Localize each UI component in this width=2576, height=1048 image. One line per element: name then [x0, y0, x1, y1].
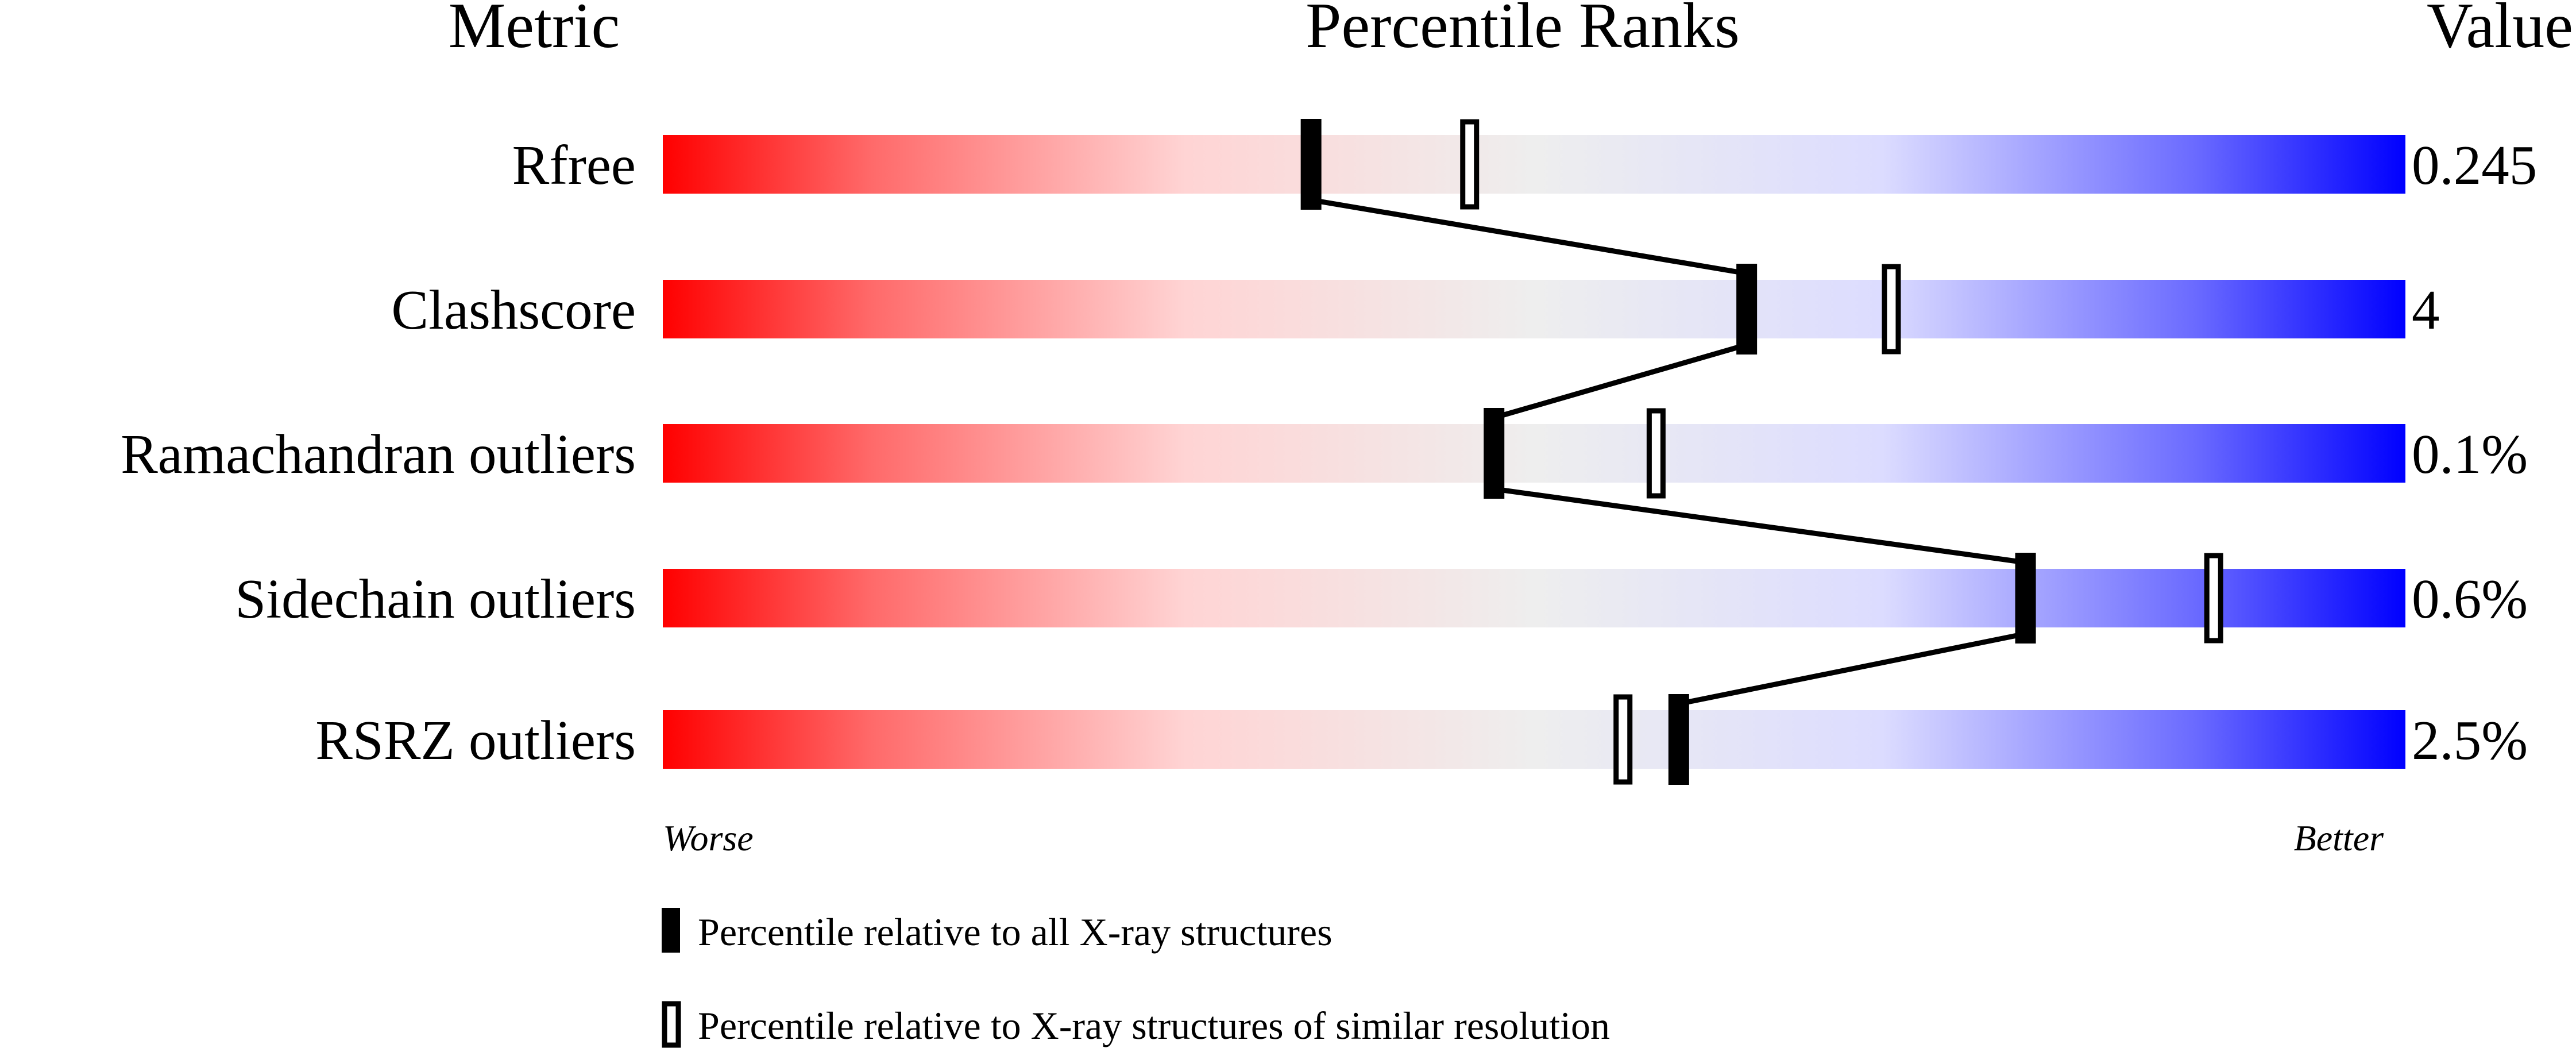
metric-label: Ramachandran outliers	[121, 423, 636, 485]
legend-label-all: Percentile relative to all X-ray structu…	[698, 910, 1333, 954]
marker-all-structures	[1668, 694, 1689, 785]
axis-label-worse: Worse	[663, 818, 754, 858]
marker-similar-resolution	[1613, 694, 1633, 785]
metric-value: 0.245	[2412, 134, 2537, 196]
percentile-bar	[663, 280, 2405, 338]
marker-similar-resolution	[2204, 553, 2223, 644]
header-metric: Metric	[449, 0, 620, 61]
metric-value: 2.5%	[2412, 710, 2528, 771]
metric-label: RSRZ outliers	[315, 710, 636, 771]
metric-value: 0.1%	[2412, 423, 2528, 485]
connector-line	[1493, 486, 2026, 565]
marker-all-structures	[1300, 119, 1322, 210]
marker-all-structures	[2015, 553, 2036, 644]
metric-label: Rfree	[512, 134, 636, 196]
legend-swatch-all	[662, 908, 680, 953]
percentile-bar	[663, 135, 2405, 194]
metric-value: 4	[2412, 279, 2440, 341]
connector-line	[1493, 342, 1748, 421]
percentile-bar	[663, 424, 2405, 483]
marker-all-structures	[1736, 264, 1758, 355]
metric-label: Sidechain outliers	[235, 568, 636, 630]
legend-label-similar: Percentile relative to X-ray structures …	[698, 1004, 1610, 1047]
marker-all-structures	[1484, 408, 1505, 499]
axis-label-better: Better	[2294, 818, 2384, 858]
metric-label: Clashscore	[391, 279, 636, 341]
metric-value: 0.6%	[2412, 568, 2528, 630]
connector-line	[1310, 197, 1747, 276]
header-value: Value	[2427, 0, 2573, 61]
marker-similar-resolution	[1460, 119, 1480, 210]
legend-swatch-similar	[662, 1001, 681, 1048]
header-percentile-ranks: Percentile Ranks	[1306, 0, 1740, 61]
percentile-bar	[663, 710, 2405, 769]
marker-similar-resolution	[1646, 408, 1666, 499]
percentile-bar	[663, 569, 2405, 627]
connector-line	[1678, 631, 2026, 707]
marker-similar-resolution	[1882, 264, 1901, 355]
